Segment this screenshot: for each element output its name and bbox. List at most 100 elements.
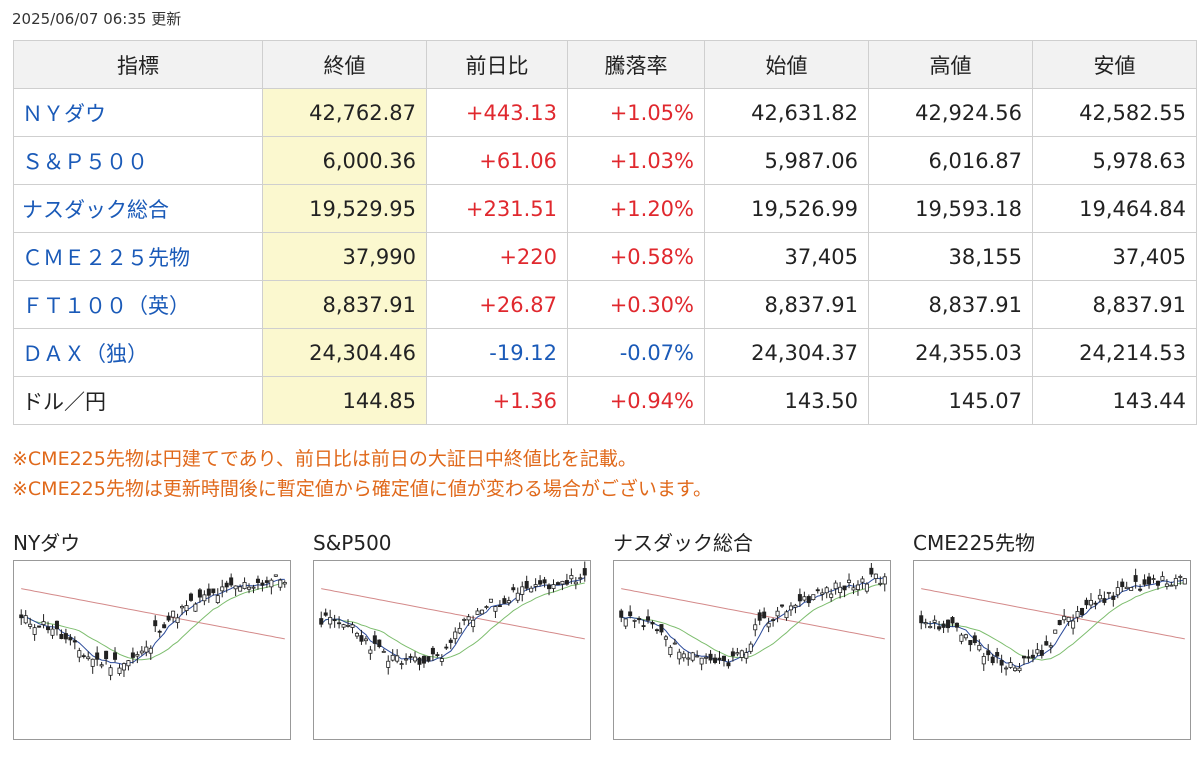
candle xyxy=(569,568,574,585)
indicator-link[interactable]: ＮＹダウ xyxy=(22,101,106,126)
candle xyxy=(63,628,68,644)
mini-chart-cme225[interactable]: CME225先物 xyxy=(913,530,1195,740)
candle xyxy=(668,645,673,658)
candle xyxy=(538,575,543,587)
candle xyxy=(788,602,793,616)
candle xyxy=(408,653,413,663)
open-value: 143.50 xyxy=(704,376,869,425)
candle xyxy=(1026,649,1031,663)
change-value: +26.87 xyxy=(426,280,568,329)
candle xyxy=(1071,614,1076,635)
candle xyxy=(341,623,346,630)
candle xyxy=(520,581,525,602)
indicator-link[interactable]: ナスダック総合 xyxy=(22,197,169,222)
candle xyxy=(157,629,162,638)
candle xyxy=(1044,635,1049,646)
candle xyxy=(54,620,59,636)
mini-chart-nydow[interactable]: NYダウ xyxy=(13,530,295,740)
candlestick-chart[interactable] xyxy=(913,560,1191,740)
candle xyxy=(811,594,816,601)
candle xyxy=(86,651,91,661)
percent-value: +1.05% xyxy=(567,88,705,137)
candle xyxy=(1021,655,1026,666)
candle xyxy=(847,573,852,589)
low-value: 5,978.63 xyxy=(1032,136,1197,185)
candle xyxy=(1053,629,1058,634)
mini-chart-title: NYダウ xyxy=(13,531,81,555)
close-value: 144.85 xyxy=(262,376,427,425)
market-quotes-table: 指標 終値 前日比 騰落率 始値 高値 安値 ＮＹダウ 42,762.87 +443… xyxy=(13,40,1197,425)
candle xyxy=(1075,605,1080,623)
candle xyxy=(466,613,471,626)
change-value: +231.51 xyxy=(426,184,568,233)
candle xyxy=(99,661,104,669)
header-low: 安値 xyxy=(1032,40,1197,89)
table-header-row: 指標 終値 前日比 騰落率 始値 高値 安値 xyxy=(13,40,1197,89)
mini-chart-nasdaq[interactable]: ナスダック総合 xyxy=(613,530,895,740)
candle xyxy=(869,562,874,578)
candle xyxy=(578,573,583,584)
close-value: 24,304.46 xyxy=(262,328,427,377)
candle xyxy=(72,636,77,650)
candle xyxy=(224,580,229,593)
candle xyxy=(654,628,659,634)
candle xyxy=(1155,580,1160,590)
candle xyxy=(166,612,171,623)
candlestick-chart[interactable] xyxy=(13,560,291,740)
low-value: 19,464.84 xyxy=(1032,184,1197,233)
header-open: 始値 xyxy=(704,40,869,89)
candle xyxy=(937,620,942,632)
candle xyxy=(941,620,946,634)
candle xyxy=(1004,665,1009,676)
candle xyxy=(32,624,37,641)
candle xyxy=(386,655,391,675)
indicator-link[interactable]: ＣＭＥ２２５先物 xyxy=(22,245,190,270)
candle xyxy=(766,617,771,633)
candle xyxy=(511,583,516,593)
candle xyxy=(919,610,924,630)
candle xyxy=(37,625,42,628)
candle xyxy=(529,585,534,593)
candle xyxy=(833,580,838,595)
header-indicator: 指標 xyxy=(13,40,263,89)
candle xyxy=(972,632,977,646)
candle xyxy=(946,619,951,633)
candle xyxy=(663,634,668,647)
candle xyxy=(193,602,198,612)
mini-chart-sp500[interactable]: S&P500 xyxy=(313,530,595,740)
candle xyxy=(350,621,355,634)
candle xyxy=(135,651,140,664)
candlestick-chart[interactable] xyxy=(313,560,591,740)
table-row: ナスダック総合 19,529.95 +231.51 +1.20% 19,526.99 19… xyxy=(13,184,1197,233)
candle xyxy=(802,591,807,602)
candle xyxy=(1151,574,1156,584)
candle xyxy=(381,648,386,653)
indicator-link[interactable]: ＦＴ１００（英） xyxy=(22,293,190,318)
candle xyxy=(1160,571,1165,581)
candle xyxy=(332,614,337,628)
ma-long-line xyxy=(621,588,885,640)
candle xyxy=(855,580,860,596)
candle xyxy=(148,645,153,660)
indicator-name: ＤＡＸ（独） xyxy=(13,328,263,377)
candle xyxy=(475,608,480,615)
indicator-link[interactable]: ＤＡＸ（独） xyxy=(22,341,148,366)
candle xyxy=(413,651,418,664)
candle xyxy=(46,621,51,634)
low-value: 37,405 xyxy=(1032,232,1197,281)
candle xyxy=(278,578,283,591)
candle xyxy=(995,647,1000,664)
candle xyxy=(430,646,435,662)
high-value: 145.07 xyxy=(868,376,1033,425)
candle xyxy=(1013,665,1018,672)
candle xyxy=(824,586,829,599)
open-value: 24,304.37 xyxy=(704,328,869,377)
indicator-link[interactable]: Ｓ＆Ｐ５００ xyxy=(22,149,148,174)
candle xyxy=(542,576,547,588)
candle xyxy=(784,609,789,621)
candlestick-chart[interactable] xyxy=(613,560,891,740)
mini-chart-title: S&P500 xyxy=(313,531,392,555)
candle xyxy=(323,608,328,617)
candle xyxy=(864,582,869,594)
candle xyxy=(108,664,113,681)
